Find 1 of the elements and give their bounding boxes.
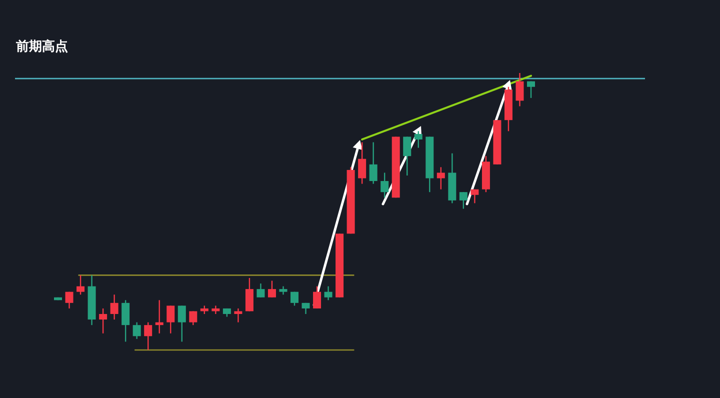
ref-line-label: 前期高点 — [15, 38, 68, 55]
